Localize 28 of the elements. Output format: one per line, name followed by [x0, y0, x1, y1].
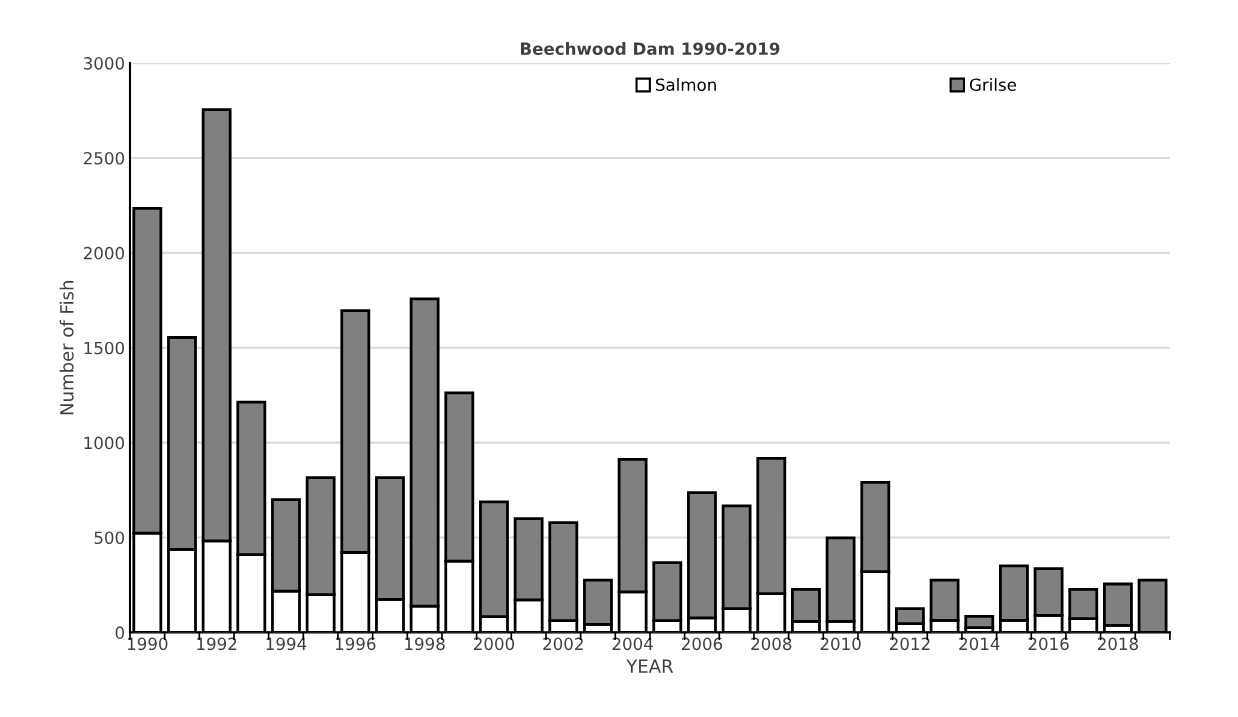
- chart-title: Beechwood Dam 1990-2019: [520, 42, 780, 55]
- x-tick-label: 2018: [1097, 637, 1138, 651]
- y-tick-label: 1000: [84, 436, 125, 450]
- x-tick-label: 2008: [751, 637, 792, 651]
- bar: [964, 615, 995, 630]
- x-tick-label: 2000: [473, 637, 515, 651]
- y-tick-label: 1500: [84, 341, 125, 355]
- x-tick-label: 1994: [266, 637, 307, 651]
- x-tick-label: 2012: [889, 637, 930, 651]
- x-tick-label: 1990: [127, 637, 168, 651]
- y-tick-label: 500: [94, 531, 125, 545]
- x-tick-label: 1996: [335, 637, 376, 651]
- x-tick-label: 2014: [959, 637, 1000, 651]
- y-tick-label: 2000: [83, 246, 125, 260]
- x-tick-label: 1992: [197, 637, 237, 651]
- y-tick-label: 2500: [83, 151, 125, 165]
- x-tick-label: 2010: [820, 637, 861, 651]
- legend-label: Salmon: [655, 78, 716, 91]
- x-tick-label: 2016: [1028, 637, 1069, 651]
- x-axis-title: YEAR: [626, 659, 674, 673]
- y-tick-label: 3000: [83, 57, 125, 70]
- x-tick-label: 1998: [405, 637, 445, 651]
- y-axis-title: Number of Fish: [59, 281, 74, 415]
- legend-label: Grilse: [969, 78, 1017, 91]
- x-tick-label: 2006: [681, 637, 723, 651]
- x-tick-label: 2004: [612, 637, 653, 651]
- x-tick-label: 2002: [543, 637, 583, 651]
- y-tick-label: 0: [115, 626, 125, 639]
